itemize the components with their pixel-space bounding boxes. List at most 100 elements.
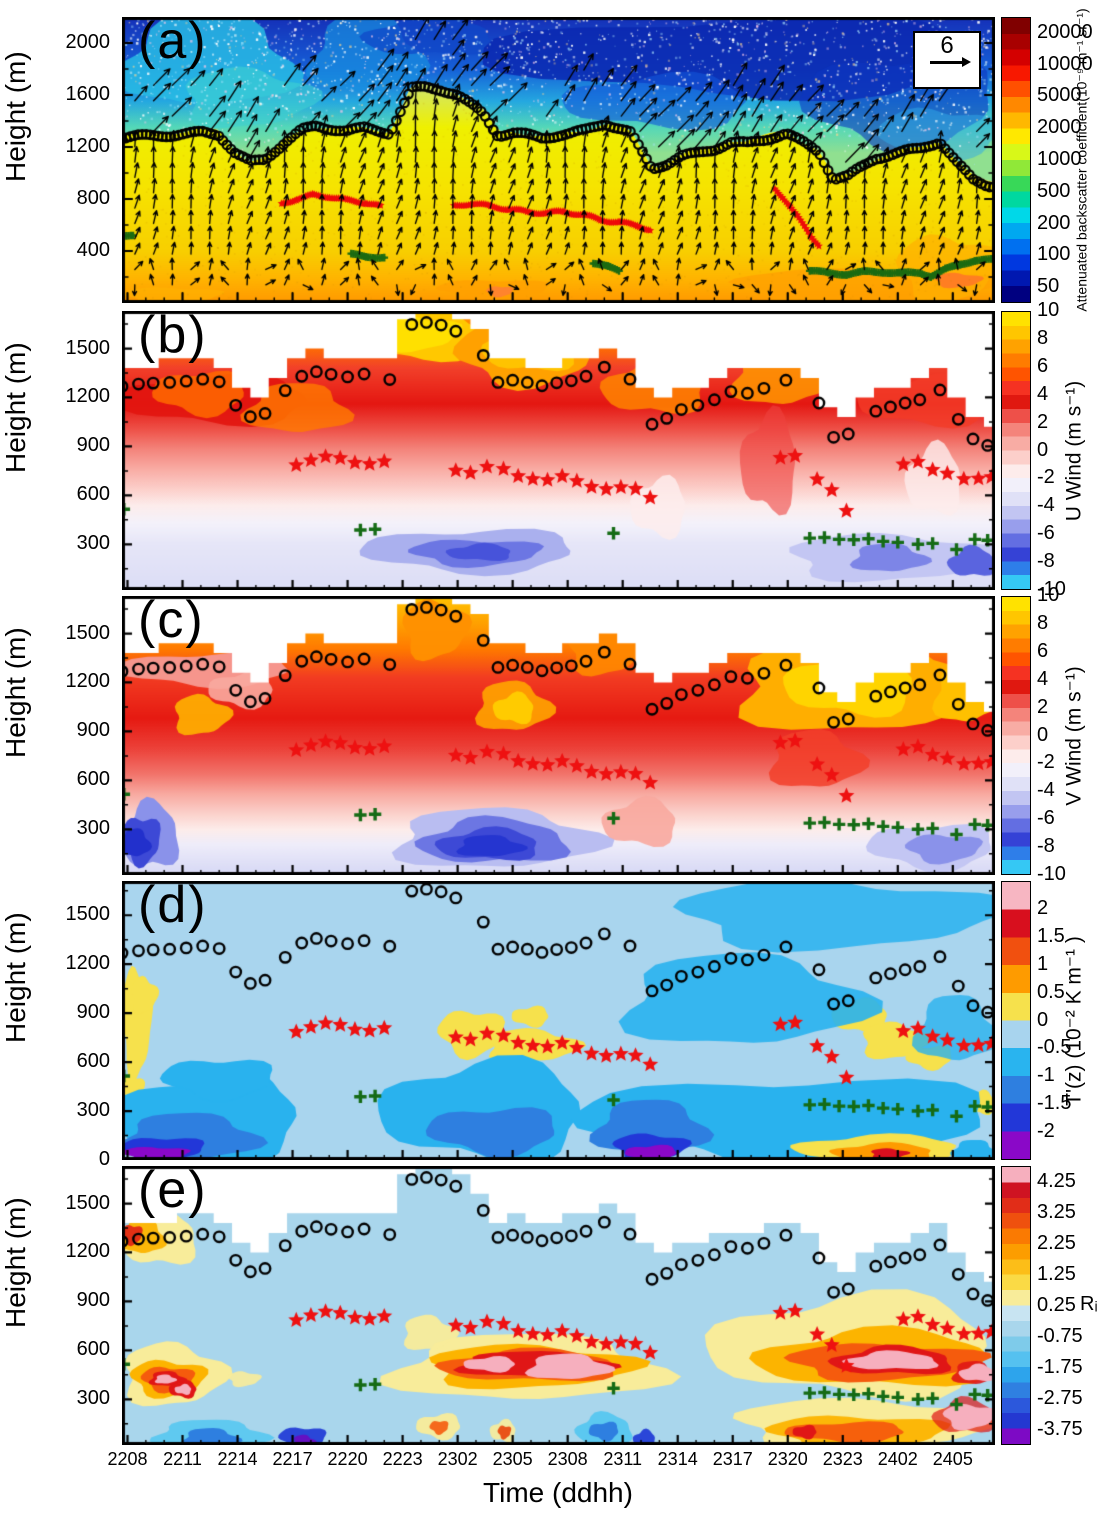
y-tick-label: 600 — [76, 483, 110, 506]
panel-c-canvas — [122, 596, 995, 875]
y-tick-label: 1500 — [65, 903, 111, 926]
colorbar-tick-label: 1 — [1037, 952, 1049, 975]
y-tick-label: 1200 — [65, 952, 111, 975]
x-tick-label: 2402 — [877, 1449, 918, 1469]
colorbar-tick-label: 8 — [1037, 611, 1049, 634]
colorbar-tick-label: 4.25 — [1037, 1169, 1076, 1192]
colorbar-u-wind — [1001, 311, 1031, 590]
panel-e-label: (e) — [138, 1161, 208, 1219]
x-tick-label: 2323 — [822, 1449, 863, 1469]
y-tick-label: 1500 — [65, 621, 111, 644]
colorbar-tick-label: 5000 — [1037, 84, 1082, 107]
y-tick-label: 0 — [98, 1148, 110, 1170]
colorbar-tick-label: -3.75 — [1037, 1417, 1083, 1440]
y-tick-label: 1200 — [65, 135, 111, 157]
colorbar-tick-label: 10 — [1037, 299, 1060, 321]
x-tick-label: 2314 — [657, 1449, 698, 1469]
y-tick-label: 300 — [76, 1099, 110, 1122]
colorbar-tick-label: 3.25 — [1037, 1200, 1076, 1223]
colorbar-tick-label: 4 — [1037, 667, 1049, 690]
y-tick-label: 600 — [76, 768, 110, 791]
colorbar-richardson — [1001, 1166, 1031, 1445]
colorbar-tick-label: -2 — [1037, 1120, 1055, 1143]
colorbar-tick-label: 2 — [1037, 896, 1049, 919]
x-tick-label: 2302 — [437, 1449, 478, 1469]
colorbar-tick-label: 50 — [1037, 275, 1060, 298]
colorbar-tick-label: 0 — [1037, 1008, 1049, 1031]
colorbar-tick-label: -1.75 — [1037, 1355, 1083, 1378]
y-axis-label-c: Height (m) — [0, 626, 31, 758]
panel-d: (d) — [122, 876, 995, 1160]
y-tick-label: 400 — [76, 239, 110, 261]
y-tick-label: 900 — [76, 1001, 110, 1024]
panel-d-canvas — [122, 881, 995, 1160]
x-axis-title: Time (ddhh) — [483, 1477, 633, 1508]
x-tick-label: 2223 — [382, 1449, 423, 1469]
colorbar-tick-label: -1.5 — [1037, 1092, 1072, 1115]
colorbar-tick-label: -6 — [1037, 522, 1055, 545]
x-tick-label: 2305 — [492, 1449, 533, 1469]
colorbar-tick-label: -10 — [1037, 863, 1066, 885]
x-tick-label: 2211 — [163, 1449, 202, 1469]
colorbar-tick-label: -2.75 — [1037, 1386, 1083, 1409]
y-tick-label: 800 — [76, 187, 110, 209]
y-tick-label: 1200 — [65, 670, 111, 693]
wind-scale-arrow-icon — [930, 57, 971, 67]
x-tick-label: 2217 — [272, 1449, 313, 1469]
x-tick-label: 2317 — [712, 1449, 753, 1469]
x-tick-label: 2405 — [932, 1449, 973, 1469]
panel-a: (a) 6 — [122, 12, 995, 303]
colorbar-label-richardson: Rᵢ — [1080, 1292, 1098, 1315]
colorbar-tick-label: 6 — [1037, 639, 1049, 662]
colorbar-tick-label: 500 — [1037, 179, 1071, 202]
colorbar-tick-label: -2 — [1037, 751, 1055, 774]
colorbar-tick-label: 20000 — [1037, 20, 1093, 43]
colorbar-tick-label: 100 — [1037, 243, 1071, 266]
colorbar-tick-label: 0 — [1037, 438, 1049, 461]
y-tick-label: 900 — [76, 1289, 110, 1312]
colorbar-tick-label: -8 — [1037, 550, 1055, 573]
colorbar-tick-label: 2.25 — [1037, 1231, 1076, 1254]
x-tick-label: 2311 — [603, 1449, 643, 1469]
panel-a-label: (a) — [138, 12, 208, 70]
y-tick-label: 900 — [76, 719, 110, 742]
y-tick-label: 600 — [76, 1050, 110, 1073]
y-tick-label: 300 — [76, 532, 110, 555]
y-tick-label: 1200 — [65, 385, 111, 408]
x-tick-label: 2320 — [767, 1449, 808, 1469]
y-tick-label: 1200 — [65, 1240, 111, 1263]
y-axis-label-e: Height (m) — [0, 1196, 31, 1328]
y-tick-label: 600 — [76, 1338, 110, 1361]
colorbar-tick-label: 0 — [1037, 723, 1049, 746]
y-tick-label: 2000 — [65, 31, 111, 53]
colorbar-tick-label: 2 — [1037, 410, 1049, 433]
colorbar-tick-label: -6 — [1037, 807, 1055, 830]
colorbar-tick-label: -8 — [1037, 835, 1055, 858]
wind-scale-legend: 6 — [913, 31, 981, 89]
colorbar-tick-label: 4 — [1037, 382, 1049, 405]
panel-a-canvas — [122, 17, 995, 303]
colorbar-tick-label: 2000 — [1037, 116, 1082, 139]
colorbar-tick-label: -2 — [1037, 466, 1055, 489]
y-tick-label: 1500 — [65, 1191, 111, 1214]
colorbar-v-wind — [1001, 596, 1031, 875]
colorbar-tick-label: 6 — [1037, 354, 1049, 377]
wind-scale-value: 6 — [940, 32, 954, 59]
y-tick-label: 300 — [76, 817, 110, 840]
colorbar-tick-label: -0.5 — [1037, 1036, 1072, 1059]
panel-c: (c) — [122, 591, 995, 875]
colorbar-tick-label: -4 — [1037, 494, 1055, 517]
x-tick-label: 2220 — [327, 1449, 368, 1469]
colorbar-backscatter — [1001, 17, 1031, 303]
panel-b: (b) — [122, 306, 995, 590]
panel-d-label: (d) — [138, 876, 208, 934]
colorbar-tick-label: -4 — [1037, 779, 1055, 802]
colorbar-tick-label: -1 — [1037, 1064, 1055, 1087]
y-axis-label-b: Height (m) — [0, 341, 31, 473]
x-tick-label: 2208 — [107, 1449, 148, 1469]
y-tick-label: 1500 — [65, 336, 111, 359]
panel-e: (e) — [122, 1161, 995, 1445]
colorbar-tick-label: 0.5 — [1037, 980, 1065, 1003]
colorbar-tick-label: 1000 — [1037, 148, 1082, 170]
